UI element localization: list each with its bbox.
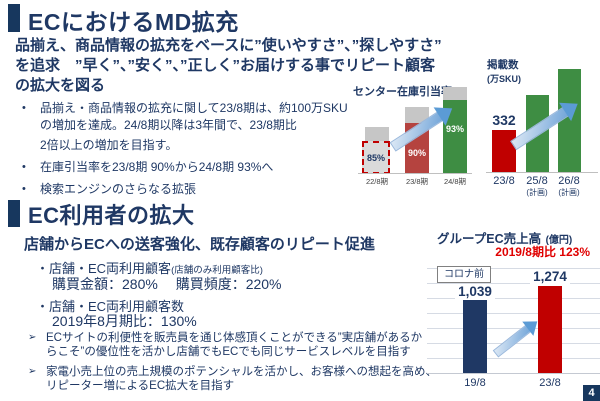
point-arrow-marker: ➢ bbox=[28, 332, 37, 343]
lead-line: を追求 ”早く”、”安く”、”正しく”お届けする事でリピート顧客 bbox=[15, 57, 436, 74]
usage-item-1-detail: 購買金額：280% 購買頻度：220% bbox=[52, 276, 282, 292]
listing-xlabel-26: 26/8 bbox=[558, 175, 580, 187]
listing-bar-23 bbox=[492, 130, 516, 172]
gridline bbox=[427, 313, 600, 314]
bullet-dot: • bbox=[22, 161, 26, 173]
listing-plan-label: (計画) bbox=[526, 188, 548, 197]
section1-lead: 品揃え、商品情報の拡充をベースに”使いやすさ”、”探しやすさ” を追求 ”早く”… bbox=[15, 36, 442, 96]
gridline bbox=[427, 358, 600, 359]
sales-chart-baseline bbox=[427, 373, 600, 374]
point-line: リピーター増によるEC拡大を目指す bbox=[46, 380, 235, 392]
point-arrow-marker: ➢ bbox=[28, 366, 37, 377]
bullet-text: 品揃え・商品情報の拡充に関して23/8期は、約100万SKU bbox=[40, 101, 348, 115]
sales-chart-title-block: グループEC売上高 (億円) bbox=[437, 228, 572, 248]
bullet-item-2: 在庫引当率を23/8期 90%から24/8期 93%へ bbox=[40, 160, 274, 174]
sales-xlabel-19: 19/8 bbox=[464, 377, 486, 389]
sales-chart-unit: (億円) bbox=[545, 235, 573, 246]
bullet-item-1: 品揃え・商品情報の拡充に関して23/8期は、約100万SKU の増加を達成。24… bbox=[40, 100, 348, 154]
rate-bar-24: 93% bbox=[443, 100, 467, 173]
section2-title: EC利用者の拡大 bbox=[28, 203, 195, 228]
sales-bar-19 bbox=[463, 300, 487, 373]
section1-accent-bar bbox=[8, 4, 20, 32]
sales-xlabel-23: 23/8 bbox=[539, 377, 561, 389]
sales-bar-23 bbox=[538, 286, 562, 373]
gridline bbox=[427, 298, 600, 299]
bullet-text: の増加を達成。24/8期以降は3年間で、23/8期比 bbox=[40, 118, 297, 132]
rate-bar-22-cap bbox=[365, 127, 389, 143]
rate-xlabel-24: 24/8期 bbox=[443, 177, 467, 186]
listing-value-332: 332 bbox=[492, 112, 516, 128]
rate-chart-title: センター在庫引当率 bbox=[353, 86, 452, 98]
listing-chart-unit: (万SKU) bbox=[487, 74, 521, 84]
rate-value-23: 90% bbox=[407, 148, 426, 158]
usage-item-1: ・店舗・EC両利用顧客(店舗のみ利用顧客比) bbox=[36, 258, 263, 278]
lead-line: の拡大を図る bbox=[15, 77, 106, 94]
point-line: 家電小売上位の売上規模のポテンシャルを活かし、お客様への想起を高め、 bbox=[46, 366, 437, 378]
usage-item-2-detail: 2019年8月期比：130% bbox=[52, 313, 197, 329]
gridline bbox=[427, 283, 600, 284]
usage-item-1-note: (店舗のみ利用顧客比) bbox=[171, 265, 263, 276]
rate-xlabel-23: 23/8期 bbox=[405, 177, 429, 186]
rate-bar-22-dashed: 85% bbox=[362, 141, 390, 174]
usage-item-1-main: ・店舗・EC両利用顧客 bbox=[36, 261, 172, 276]
listing-chart-title: 掲載数 bbox=[487, 59, 519, 71]
rate-value-22: 85% bbox=[366, 153, 385, 163]
bullet-dot: • bbox=[22, 102, 26, 114]
listing-plan-label: (計画) bbox=[558, 188, 580, 197]
point-line: らこそ”の優位性を活かし店舗でもECでも同じサービスレベルを目指す bbox=[46, 346, 411, 358]
section1-title: ECにおけるMD拡充 bbox=[28, 9, 239, 35]
point-2: 家電小売上位の売上規模のポテンシャルを活かし、お客様への想起を高め、 リピーター… bbox=[46, 365, 437, 393]
listing-chart-title-block: 掲載数 (万SKU) bbox=[487, 57, 521, 85]
bullet-text: 2倍以上の増加を目指す。 bbox=[40, 138, 178, 152]
listing-xlabel-23: 23/8 bbox=[493, 175, 515, 187]
pre-covid-badge: コロナ前 bbox=[437, 266, 491, 283]
listing-chart-baseline bbox=[486, 172, 598, 173]
section2-accent-bar bbox=[8, 200, 20, 227]
point-1: ECサイトの利便性を販売員を通じ体感頂くことができる”実店舗があるか らこそ”の… bbox=[46, 331, 422, 359]
gridline bbox=[427, 268, 600, 269]
sales-value-1039: 1,039 bbox=[455, 284, 495, 299]
rate-bar-24-cap bbox=[443, 87, 467, 100]
rate-bar-23-cap bbox=[405, 107, 429, 123]
section2-subtitle: 店舗からECへの送客強化、既存顧客のリピート促進 bbox=[24, 236, 375, 253]
growth-arrow-icon bbox=[488, 313, 544, 364]
rate-xlabel-22: 22/8期 bbox=[365, 177, 389, 186]
listing-xlabel-25: 25/8 bbox=[526, 175, 548, 187]
rate-chart-baseline bbox=[358, 173, 472, 174]
lead-line: 品揃え、商品情報の拡充をベースに”使いやすさ”、”探しやすさ” bbox=[15, 37, 442, 54]
gridline bbox=[427, 328, 600, 329]
usage-item-2-main: ・店舗・EC両利用顧客数 bbox=[36, 299, 185, 314]
sales-chart-title: グループEC売上高 bbox=[437, 232, 542, 246]
bullet-item-3: 検索エンジンのさらなる拡張 bbox=[40, 182, 197, 196]
listing-bar-26 bbox=[558, 69, 581, 172]
page-number-badge: 4 bbox=[583, 385, 600, 401]
bullet-dot: • bbox=[22, 183, 26, 195]
sales-value-1274: 1,274 bbox=[530, 269, 570, 284]
rate-value-24: 93% bbox=[445, 124, 464, 134]
point-line: ECサイトの利便性を販売員を通じ体感頂くことができる”実店舗があるか bbox=[46, 332, 423, 344]
sales-chart-subtitle: 2019/8期比 123% bbox=[495, 245, 590, 259]
